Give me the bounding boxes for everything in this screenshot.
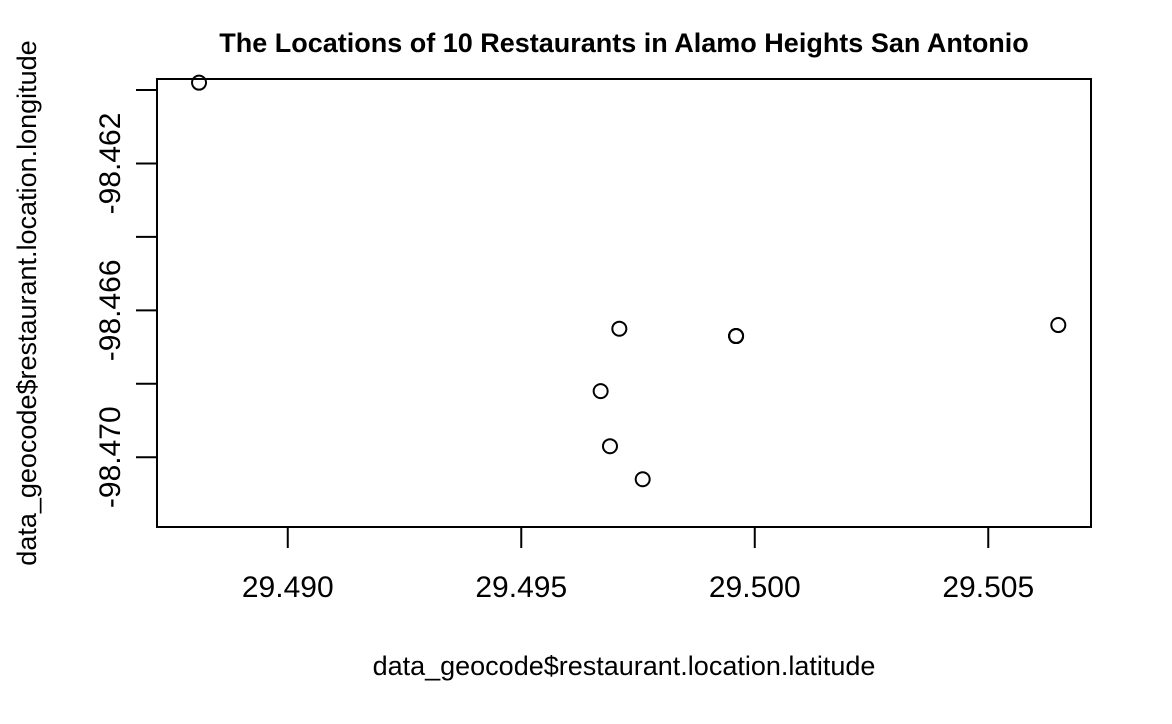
y-tick-label: -98.470 xyxy=(94,406,127,508)
data-point xyxy=(728,328,745,345)
data-point xyxy=(634,471,651,488)
x-axis: 29.490 29.495 29.500 29.505 xyxy=(242,526,1034,604)
data-point xyxy=(592,383,609,400)
x-tick-label: 29.490 xyxy=(242,571,334,604)
y-tick-label: -98.462 xyxy=(94,113,127,215)
y-axis: -98.470 -98.466 -98.462 xyxy=(94,89,158,508)
data-points xyxy=(191,74,1067,488)
chart-title: The Locations of 10 Restaurants in Alamo… xyxy=(219,28,1029,58)
y-axis-label: data_geocode$restaurant.location.longitu… xyxy=(12,40,42,565)
x-tick-label: 29.500 xyxy=(709,571,801,604)
data-point xyxy=(601,438,618,455)
data-point xyxy=(191,74,208,91)
x-axis-label: data_geocode$restaurant.location.latitud… xyxy=(373,651,876,681)
data-point xyxy=(1050,317,1067,334)
x-tick-label: 29.505 xyxy=(942,571,1034,604)
plot-frame xyxy=(156,78,1092,528)
x-tick-label: 29.495 xyxy=(475,571,567,604)
data-point xyxy=(611,320,628,337)
y-tick-label: -98.466 xyxy=(94,259,127,361)
